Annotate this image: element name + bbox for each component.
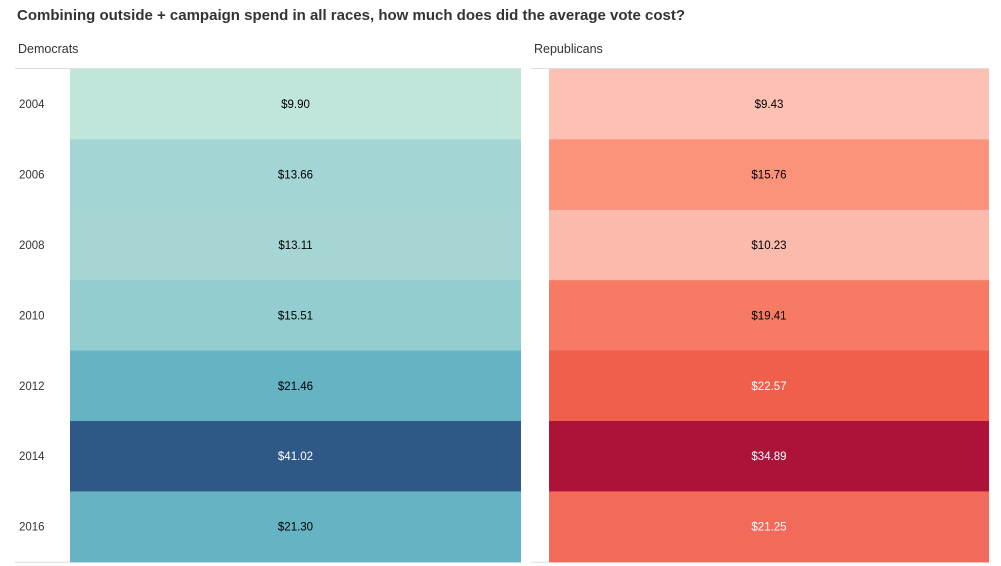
cell-republicans-2006 [549, 139, 989, 211]
cell-label-republicans-2004: $9.43 [755, 99, 784, 111]
cell-republicans-2004 [549, 69, 989, 140]
row-label-2008: 2008 [19, 240, 45, 252]
row-label-2012: 2012 [19, 381, 45, 393]
cell-label-democrats-2006: $13.66 [278, 170, 313, 182]
cell-label-democrats-2012: $21.46 [278, 381, 313, 393]
cell-label-democrats-2010: $15.51 [278, 310, 313, 322]
cell-label-democrats-2016: $21.30 [278, 522, 313, 534]
row-label-2006: 2006 [19, 170, 45, 182]
cell-label-republicans-2014: $34.89 [751, 451, 786, 463]
cell-label-democrats-2004: $9.90 [281, 99, 310, 111]
cell-label-republicans-2010: $19.41 [751, 310, 786, 322]
row-label-2016: 2016 [19, 522, 45, 534]
cell-democrats-2004 [70, 69, 521, 140]
cell-label-republicans-2016: $21.25 [751, 522, 786, 534]
cell-label-republicans-2012: $22.57 [751, 381, 786, 393]
panel-label-democrats: Democrats [18, 42, 79, 56]
cell-republicans-2008 [549, 209, 989, 281]
panel-label-republicans: Republicans [534, 42, 603, 56]
cell-democrats-2012 [70, 350, 521, 422]
cell-label-republicans-2006: $15.76 [751, 170, 786, 182]
cell-republicans-2012 [549, 350, 989, 422]
cell-republicans-2016 [549, 491, 989, 563]
cell-label-republicans-2008: $10.23 [751, 240, 786, 252]
cell-democrats-2008 [70, 209, 521, 281]
cell-label-democrats-2008: $13.11 [278, 240, 312, 252]
cell-republicans-2010 [549, 280, 989, 352]
row-label-2010: 2010 [19, 310, 45, 322]
heatmap-cells: $9.90 $13.66 $13.11 $15.51 $21.46 $41.02 $21.3… [70, 69, 989, 563]
chart-title: Combining outside + campaign spend in al… [17, 7, 686, 24]
cell-republicans-2014 [549, 421, 989, 492]
cell-label-democrats-2014: $41.02 [278, 451, 313, 463]
row-label-2014: 2014 [19, 451, 45, 463]
row-labels: 2004 2006 2008 2010 2012 2014 2016 [19, 99, 45, 533]
row-label-2004: 2004 [19, 99, 45, 111]
cell-democrats-2014 [70, 421, 521, 492]
cell-democrats-2006 [70, 139, 521, 211]
cell-democrats-2010 [70, 280, 521, 352]
cell-democrats-2016 [70, 491, 521, 563]
